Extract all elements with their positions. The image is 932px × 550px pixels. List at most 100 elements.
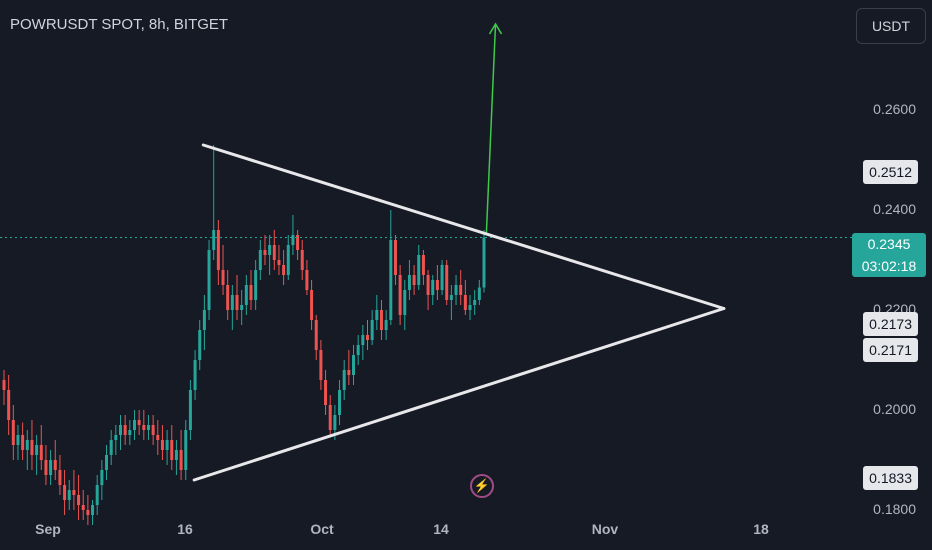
target-arrow: [485, 22, 503, 233]
y-tick-label: 0.2400: [873, 201, 916, 217]
candle-body: [193, 360, 197, 390]
price-tag-level: 0.2171: [863, 338, 918, 362]
candle-body: [463, 295, 467, 310]
x-tick-label: Oct: [310, 521, 334, 537]
candle-body: [244, 285, 248, 305]
candle-body: [230, 295, 234, 310]
candle-body: [407, 275, 411, 290]
candle-body: [473, 300, 477, 305]
candle-body: [365, 335, 369, 340]
candle-body: [207, 250, 211, 310]
candle-body: [86, 510, 90, 515]
candle-body: [53, 460, 57, 470]
triangle-upper-line: [201, 143, 726, 310]
candle-body: [184, 430, 188, 470]
candle-body: [179, 450, 183, 470]
candle-body: [132, 420, 136, 430]
candle-body: [212, 230, 216, 250]
candle-body: [445, 265, 449, 300]
price-tag-high: 0.2512: [863, 160, 918, 184]
candle-body: [77, 495, 81, 505]
candle-body: [25, 440, 29, 450]
candle-body: [347, 370, 351, 375]
candle-body: [16, 435, 20, 445]
candle-body: [198, 330, 202, 360]
x-tick-label: 14: [433, 521, 449, 537]
y-tick-label: 0.1800: [873, 501, 916, 517]
chart-title: POWRUSDT SPOT, 8h, BITGET: [10, 16, 229, 33]
candle-body: [95, 485, 99, 505]
candle-body: [137, 420, 141, 425]
currency-button[interactable]: USDT: [856, 8, 926, 44]
candle-body: [221, 270, 225, 285]
candle-body: [174, 450, 178, 460]
candle-body: [49, 460, 53, 475]
candle-body: [165, 440, 169, 450]
candle-body: [482, 237, 486, 288]
candle-body: [254, 270, 258, 300]
candle-body: [328, 405, 332, 430]
candle-body: [128, 430, 132, 435]
candle-body: [146, 425, 150, 430]
candle-body: [379, 310, 383, 330]
candle-body: [160, 440, 164, 450]
x-tick-label: Sep: [35, 521, 61, 537]
candle-body: [412, 275, 416, 285]
candle-body: [216, 230, 220, 270]
y-tick-label: 0.2000: [873, 401, 916, 417]
x-tick-label: 16: [177, 521, 193, 537]
candle-body: [249, 285, 253, 300]
target-arrow-shaft: [485, 23, 497, 233]
candle-body: [258, 250, 262, 270]
candle-body: [403, 290, 407, 315]
candle-body: [324, 380, 328, 405]
candle-body: [417, 255, 421, 285]
current-price-value: 0.2345: [867, 236, 911, 252]
candle-body: [459, 285, 463, 295]
candle-body: [202, 310, 206, 330]
candle-body: [296, 235, 300, 250]
candle-body: [449, 295, 453, 300]
candle-body: [44, 460, 48, 475]
candle-body: [109, 440, 113, 455]
candle-body: [352, 355, 356, 375]
triangle-lower-line: [192, 307, 726, 482]
candle-body: [105, 455, 109, 470]
candle-body: [235, 295, 239, 310]
candle-body: [477, 287, 481, 300]
candle-body: [123, 425, 127, 435]
candle-body: [263, 250, 267, 255]
y-tick-label: 0.2600: [873, 101, 916, 117]
candle-body: [35, 445, 39, 455]
candle-body: [389, 240, 393, 320]
candle-body: [2, 380, 6, 390]
candle-body: [286, 245, 290, 275]
candle-body: [291, 235, 295, 245]
candle-body: [156, 435, 160, 440]
candle-body: [170, 440, 174, 460]
candle-body: [393, 240, 397, 275]
candle-body: [300, 250, 304, 270]
candle-body: [240, 305, 244, 310]
candle-body: [431, 280, 435, 295]
target-arrow-head: [488, 22, 503, 35]
candle-body: [67, 490, 71, 500]
candle-body: [11, 420, 15, 445]
price-tag-low: 0.1833: [863, 466, 918, 490]
bar-countdown: 03:02:18: [861, 258, 917, 274]
candle-body: [119, 425, 123, 435]
candle-body: [272, 245, 276, 260]
lightning-bolt-icon[interactable]: ⚡: [470, 474, 494, 498]
candle-body: [375, 310, 379, 320]
candle-body: [314, 320, 318, 350]
candle-body: [142, 425, 146, 430]
candle-body: [226, 285, 230, 310]
candle-body: [338, 390, 342, 415]
candle-body: [21, 435, 25, 450]
candle-body: [370, 320, 374, 340]
candle-body: [421, 255, 425, 275]
candle-body: [384, 320, 388, 330]
candle-body: [398, 275, 402, 315]
candle-body: [81, 505, 85, 510]
